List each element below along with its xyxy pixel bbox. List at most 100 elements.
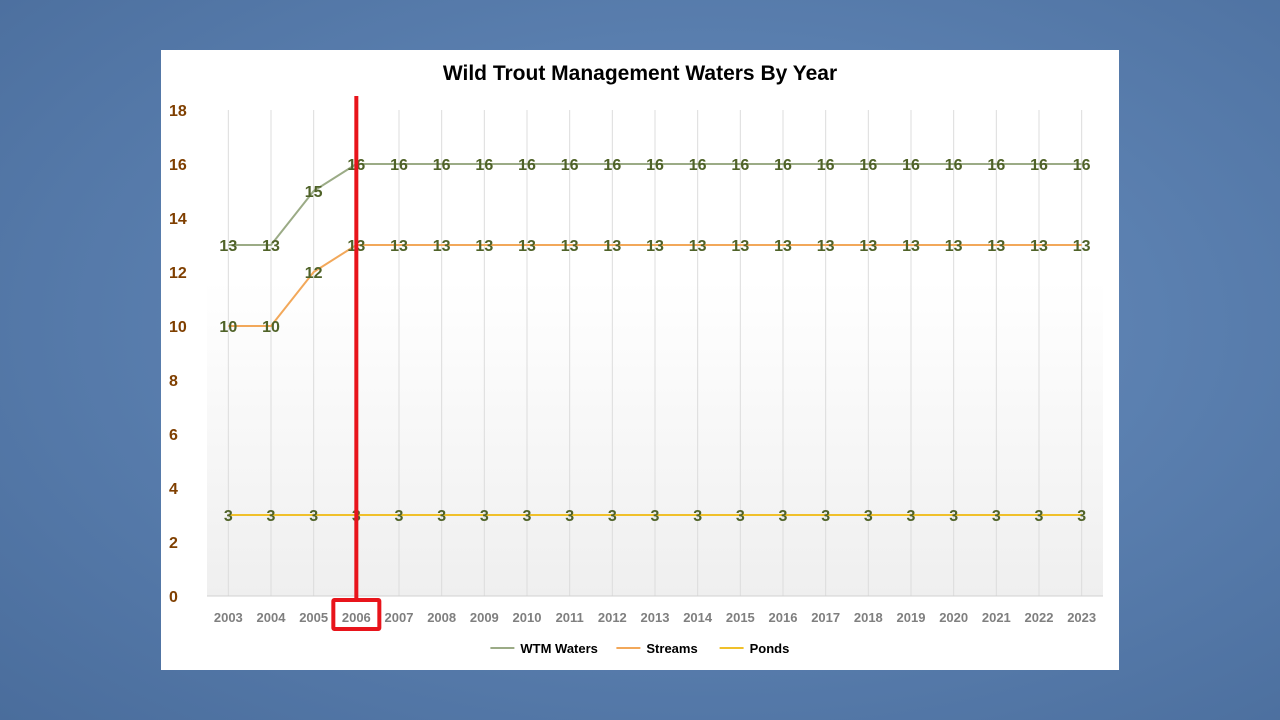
highlight-box: [331, 598, 382, 631]
x-tick-label-2015: 2015: [726, 610, 755, 625]
chart-title: Wild Trout Management Waters By Year: [442, 62, 838, 85]
data-label-streams: 13: [902, 238, 920, 255]
data-label-ponds: 3: [779, 508, 788, 525]
y-tick-label: 14: [169, 211, 187, 228]
x-tick-label-2005: 2005: [299, 610, 328, 625]
data-label-wtm-waters: 16: [817, 157, 835, 174]
data-label-ponds: 3: [693, 508, 702, 525]
data-label-ponds: 3: [523, 508, 532, 525]
x-tick-label-2019: 2019: [897, 610, 926, 625]
data-label-streams: 13: [1073, 238, 1091, 255]
data-label-streams: 13: [859, 238, 877, 255]
series-line-wtm-waters: [228, 163, 1082, 246]
data-label-wtm-waters: 16: [689, 157, 707, 174]
data-label-wtm-waters: 16: [859, 157, 877, 174]
data-label-ponds: 3: [437, 508, 446, 525]
data-label-wtm-waters: 16: [1073, 157, 1091, 174]
data-label-streams: 12: [305, 265, 323, 282]
x-tick-label-2004: 2004: [257, 610, 287, 625]
data-label-ponds: 3: [992, 508, 1001, 525]
x-tick-label-2006: 2006: [342, 610, 371, 625]
series-line-streams: [228, 244, 1082, 327]
x-tick-label-2014: 2014: [683, 610, 713, 625]
data-label-streams: 13: [561, 238, 579, 255]
x-tick-label-2017: 2017: [811, 610, 840, 625]
data-label-wtm-waters: 16: [774, 157, 792, 174]
data-label-wtm-waters: 13: [219, 238, 237, 255]
data-label-ponds: 3: [480, 508, 489, 525]
legend-label-streams: Streams: [646, 641, 697, 656]
data-label-wtm-waters: 16: [902, 157, 920, 174]
x-tick-label-2020: 2020: [939, 610, 968, 625]
y-tick-label: 6: [169, 427, 178, 444]
data-label-ponds: 3: [864, 508, 873, 525]
data-label-wtm-waters: 15: [305, 184, 323, 201]
data-label-streams: 13: [518, 238, 536, 255]
data-label-streams: 13: [433, 238, 451, 255]
data-label-ponds: 3: [736, 508, 745, 525]
data-label-wtm-waters: 13: [262, 238, 280, 255]
x-tick-label-2013: 2013: [641, 610, 670, 625]
data-label-streams: 13: [731, 238, 749, 255]
data-label-wtm-waters: 16: [518, 157, 536, 174]
data-label-ponds: 3: [907, 508, 916, 525]
x-tick-label-2011: 2011: [556, 610, 584, 625]
x-tick-label-2021: 2021: [982, 610, 1011, 625]
x-tick-label-2018: 2018: [854, 610, 883, 625]
x-tick-label-2023: 2023: [1067, 610, 1096, 625]
y-tick-label: 0: [169, 589, 178, 606]
y-tick-label: 12: [169, 265, 187, 282]
data-label-ponds: 3: [565, 508, 574, 525]
line-chart: 0 2 4 6 8 10 12 14 16 18 2003 2004 2005 2006 2007 2008 2…: [169, 96, 1103, 656]
data-label-wtm-waters: 16: [475, 157, 493, 174]
y-tick-label: 2: [169, 535, 178, 552]
y-tick-label: 18: [169, 103, 187, 120]
data-label-ponds: 3: [267, 508, 276, 525]
data-label-streams: 13: [817, 238, 835, 255]
data-label-ponds: 3: [309, 508, 318, 525]
data-label-streams: 13: [603, 238, 621, 255]
x-tick-label-2003: 2003: [214, 610, 243, 625]
x-tick-label-2009: 2009: [470, 610, 499, 625]
x-tick-label-2008: 2008: [427, 610, 456, 625]
x-tick-label-2010: 2010: [513, 610, 542, 625]
data-label-wtm-waters: 16: [731, 157, 749, 174]
data-label-wtm-waters: 16: [433, 157, 451, 174]
x-tick-label-2012: 2012: [598, 610, 627, 625]
data-label-streams: 13: [945, 238, 963, 255]
data-label-streams: 13: [987, 238, 1005, 255]
x-tick-label-2007: 2007: [385, 610, 414, 625]
data-label-streams: 13: [689, 238, 707, 255]
data-label-wtm-waters: 16: [646, 157, 664, 174]
data-label-streams: 13: [1030, 238, 1048, 255]
data-label-wtm-waters: 16: [603, 157, 621, 174]
data-label-ponds: 3: [608, 508, 617, 525]
data-label-ponds: 3: [395, 508, 404, 525]
data-label-streams: 13: [646, 238, 664, 255]
x-tick-label-2016: 2016: [769, 610, 798, 625]
data-label-ponds: 3: [224, 508, 233, 525]
data-label-streams: 10: [262, 319, 280, 336]
legend-label-wtm-waters: WTM Waters: [520, 641, 598, 656]
x-tick-label-2022: 2022: [1025, 610, 1054, 625]
data-label-ponds: 3: [949, 508, 958, 525]
y-tick-label: 8: [169, 373, 178, 390]
data-label-streams: 10: [219, 319, 237, 336]
data-label-ponds: 3: [651, 508, 660, 525]
data-label-ponds: 3: [1077, 508, 1086, 525]
y-tick-label: 10: [169, 319, 187, 336]
data-label-wtm-waters: 16: [390, 157, 408, 174]
data-label-ponds: 3: [821, 508, 830, 525]
data-label-streams: 13: [774, 238, 792, 255]
data-label-streams: 13: [390, 238, 408, 255]
data-label-streams: 13: [475, 238, 493, 255]
y-tick-label: 16: [169, 157, 187, 174]
y-tick-label: 4: [169, 481, 178, 498]
data-label-wtm-waters: 16: [987, 157, 1005, 174]
data-label-wtm-waters: 16: [561, 157, 579, 174]
chart-panel: Wild Trout Management Waters By Year 0 2 4…: [161, 50, 1119, 670]
data-label-ponds: 3: [1035, 508, 1044, 525]
data-label-wtm-waters: 16: [1030, 157, 1048, 174]
legend-label-ponds: Ponds: [750, 641, 790, 656]
